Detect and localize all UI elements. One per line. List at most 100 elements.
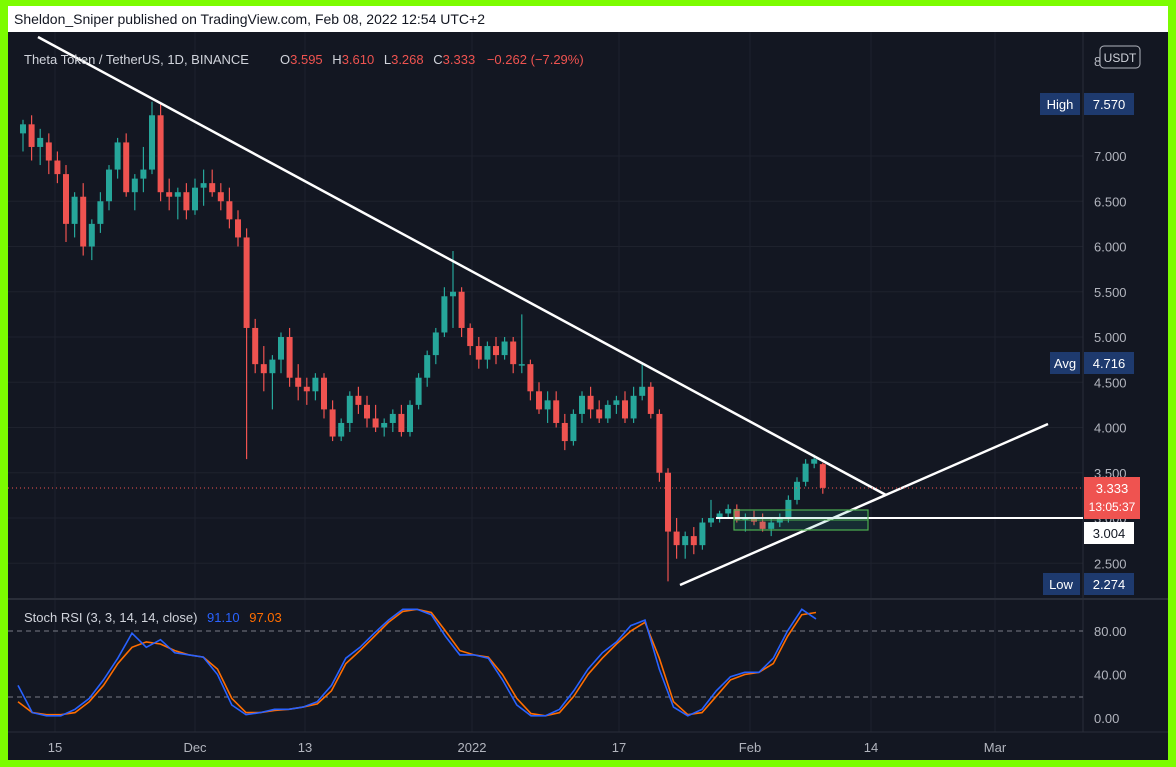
- candle-body: [647, 386, 654, 414]
- candle-body: [106, 169, 112, 202]
- high-value-tag: [1084, 93, 1134, 115]
- candle-body: [37, 137, 44, 147]
- low-tag-label: Low: [1049, 577, 1073, 592]
- candle-body: [63, 174, 69, 224]
- candle-body: [415, 377, 422, 405]
- candle-body: [398, 413, 405, 433]
- candle-body: [200, 183, 207, 188]
- candle-body: [716, 513, 723, 518]
- candle-body: [441, 296, 448, 333]
- candle-body: [785, 499, 792, 518]
- candle-body: [811, 459, 818, 464]
- low-value: 2.274: [1093, 577, 1126, 592]
- avg-tag: [1050, 352, 1080, 374]
- stoch-tick-label: 40.00: [1094, 668, 1127, 683]
- candles-layer: [20, 101, 826, 582]
- candle-body: [346, 395, 353, 423]
- stoch-legend[interactable]: Stoch RSI (3, 3, 14, 14, close) 91.10 97…: [24, 610, 282, 625]
- candle-body: [235, 219, 241, 238]
- avg-value: 4.716: [1093, 356, 1126, 371]
- candle-body: [673, 531, 680, 546]
- candle-body: [312, 377, 319, 392]
- candle-body: [544, 400, 551, 410]
- candle-body: [286, 337, 293, 378]
- candle-body: [699, 522, 706, 546]
- candle-body: [622, 400, 628, 419]
- candle-body: [45, 142, 52, 161]
- stoch-tick-label: 80.00: [1094, 624, 1127, 639]
- candle-body: [381, 422, 388, 428]
- candle-body: [88, 223, 95, 247]
- descending-trendline[interactable]: [37, 35, 887, 497]
- candle-body: [458, 291, 465, 328]
- chart-canvas[interactable]: Theta Token / TetherUS, 1D, BINANCE O3.5…: [8, 32, 1168, 760]
- candle-body: [114, 142, 121, 170]
- price-tick-label: 5.500: [1094, 285, 1127, 300]
- candle-body: [209, 183, 216, 193]
- candle-body: [20, 124, 26, 134]
- candle-body: [329, 409, 336, 437]
- time-tick-label: 17: [612, 740, 626, 755]
- price-tick-label: 4.000: [1094, 421, 1127, 436]
- candle-body: [527, 364, 534, 392]
- high-value: 7.570: [1093, 97, 1126, 112]
- high-tag: [1040, 93, 1080, 115]
- currency-button[interactable]: [1099, 45, 1141, 69]
- candle-body: [759, 521, 766, 529]
- candle-body: [424, 355, 431, 378]
- ohlc-legend: O3.595 H3.610 L3.268 C3.333 −0.262 (−7.2…: [280, 52, 584, 67]
- candle-body: [166, 192, 173, 197]
- candle-body: [794, 481, 800, 500]
- candle-body: [192, 187, 198, 211]
- last-price-tag: [1084, 477, 1140, 519]
- clipped-axis-tick: 8: [1094, 54, 1101, 69]
- price-tick-label: 2.500: [1094, 556, 1127, 571]
- candle-body: [708, 518, 714, 523]
- price-tick-label: 6.500: [1094, 194, 1127, 209]
- candle-body: [432, 332, 439, 356]
- candle-body: [338, 422, 345, 437]
- candle-body: [630, 395, 637, 419]
- time-tick-label: 13: [298, 740, 312, 755]
- candle-body: [355, 395, 362, 405]
- candle-body: [303, 386, 310, 392]
- candle-body: [553, 400, 560, 423]
- candle-body: [389, 413, 396, 423]
- ascending-trendline[interactable]: [679, 422, 1049, 587]
- tradingview-chart[interactable]: Theta Token / TetherUS, 1D, BINANCE O3.5…: [8, 32, 1168, 760]
- candle-body: [639, 386, 646, 396]
- candle-body: [183, 192, 190, 211]
- currency-button-label: USDT: [1104, 51, 1137, 65]
- time-axis[interactable]: 15 Dec 13 2022 17 Feb 14 Mar: [48, 740, 1007, 755]
- candle-body: [407, 404, 413, 433]
- last-price-value: 3.333: [1096, 481, 1129, 496]
- candle-body: [140, 169, 147, 179]
- publisher-caption: Sheldon_Sniper published on TradingView.…: [8, 6, 1168, 32]
- candle-body: [71, 196, 78, 224]
- candle-body: [123, 142, 130, 193]
- candle-body: [802, 463, 809, 482]
- candle-body: [467, 327, 474, 347]
- candle-body: [252, 327, 259, 365]
- price-tick-label: 4.500: [1094, 375, 1127, 390]
- candle-body: [54, 160, 61, 175]
- candle-body: [80, 196, 87, 247]
- candle-body: [604, 404, 611, 419]
- time-tick-label: 2022: [458, 740, 487, 755]
- time-tick-label: Feb: [739, 740, 761, 755]
- candle-body: [372, 418, 379, 428]
- stoch-axis[interactable]: 0.00 40.00 80.00: [1094, 624, 1127, 726]
- candle-body: [321, 377, 327, 410]
- candle-body: [510, 341, 517, 365]
- candle-body: [536, 391, 542, 410]
- stoch-k-line: [17, 608, 817, 717]
- candle-body: [157, 115, 164, 193]
- candle-body: [226, 201, 233, 220]
- stoch-tick-label: 0.00: [1094, 711, 1119, 726]
- candle-body: [97, 201, 104, 224]
- candle-body: [682, 536, 689, 546]
- candle-body: [295, 377, 302, 387]
- symbol-legend[interactable]: Theta Token / TetherUS, 1D, BINANCE: [24, 52, 249, 67]
- price-tick-label: 7.000: [1094, 149, 1127, 164]
